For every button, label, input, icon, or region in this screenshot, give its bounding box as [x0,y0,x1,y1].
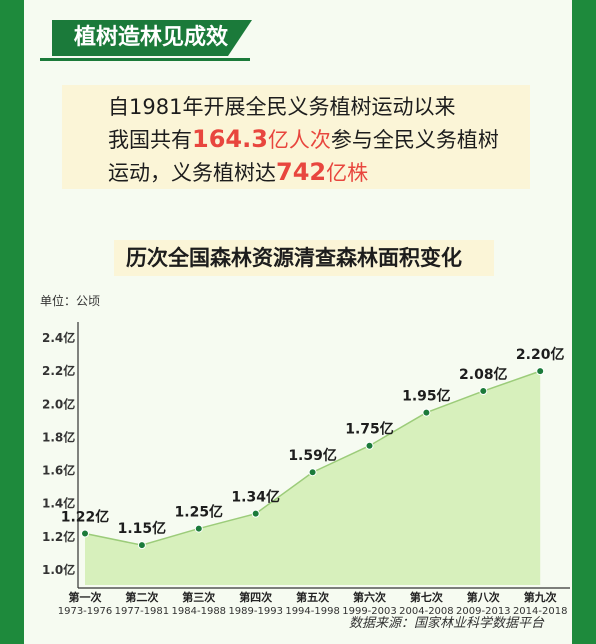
data-label: 1.34亿 [231,489,280,506]
x-tick-period: 1984-1988 [172,606,227,617]
x-tick-period: 1977-1981 [115,606,170,617]
x-tick-period: 1989-1993 [228,606,283,617]
y-tick-label: 1.6亿 [42,463,75,478]
y-tick-label: 2.0亿 [42,396,75,411]
summary-line-3-pre: 运动，义务植树达 [108,161,276,185]
data-label: 1.95亿 [402,388,451,405]
y-tick-label: 1.0亿 [42,562,75,577]
x-tick-period: 2014-2018 [513,606,568,617]
x-tick-label: 第四次 [239,590,272,604]
x-tick-label: 第三次 [182,590,215,604]
trees-unit: 亿株 [326,161,369,185]
banner-underline [40,58,250,61]
x-tick-label: 第八次 [467,590,500,604]
data-label: 2.20亿 [516,346,565,363]
data-point [137,541,146,550]
data-label: 1.22亿 [61,509,110,526]
x-tick-label: 第五次 [296,590,329,604]
y-tick-label: 1.4亿 [42,496,75,511]
data-point [308,468,317,477]
y-tick-label: 2.2亿 [42,363,75,378]
x-tick-period: 1999-2003 [342,606,397,617]
data-point [422,408,431,417]
x-tick-period: 1973-1976 [58,606,113,617]
x-tick-label: 第六次 [353,590,386,604]
trees-number: 742 [276,158,327,186]
summary-line-1: 自1981年开展全民义务植树运动以来 [108,95,456,119]
y-unit-label: 单位：公顷 [40,293,100,308]
x-tick-label: 第一次 [69,590,102,604]
data-label: 1.25亿 [175,504,224,521]
section-banner: 植树造林见成效 [52,20,252,56]
data-point [536,367,545,376]
x-tick-period: 2004-2008 [399,606,454,617]
chart-title: 历次全国森林资源清查森林面积变化 [126,246,462,270]
x-tick-period: 1994-1998 [285,606,340,617]
participants-number: 164.3 [192,125,268,153]
data-point [365,441,374,450]
data-label: 2.08亿 [459,366,508,383]
y-tick-label: 2.4亿 [42,330,75,345]
y-tick-label: 1.2亿 [42,529,75,544]
x-tick-label: 第七次 [410,590,443,604]
summary-line-2-post: 参与全民义务植树 [330,128,499,152]
summary-line-2: 我国共有164.3亿人次参与全民义务植树 [108,123,530,156]
chart-title-box [114,240,494,276]
x-tick-label: 第九次 [524,590,557,604]
summary-box: 自1981年开展全民义务植树运动以来 我国共有164.3亿人次参与全民义务植树 … [62,85,530,189]
area-fill [85,371,541,585]
summary-line-2-pre: 我国共有 [108,128,192,152]
x-tick-period: 2009-2013 [456,606,511,617]
summary-line-3: 运动，义务植树达742亿株 [108,156,530,189]
data-point [479,387,488,396]
data-point [251,509,260,518]
data-label: 1.15亿 [118,520,167,537]
participants-unit: 亿人次 [267,128,331,152]
data-point [81,529,89,538]
data-label: 1.75亿 [345,421,394,438]
y-tick-label: 1.8亿 [42,429,75,444]
x-tick-label: 第二次 [125,590,158,604]
data-label: 1.59亿 [288,447,337,464]
data-source: 数据来源：国家林业科学数据平台 [348,616,544,631]
data-point [194,524,203,533]
